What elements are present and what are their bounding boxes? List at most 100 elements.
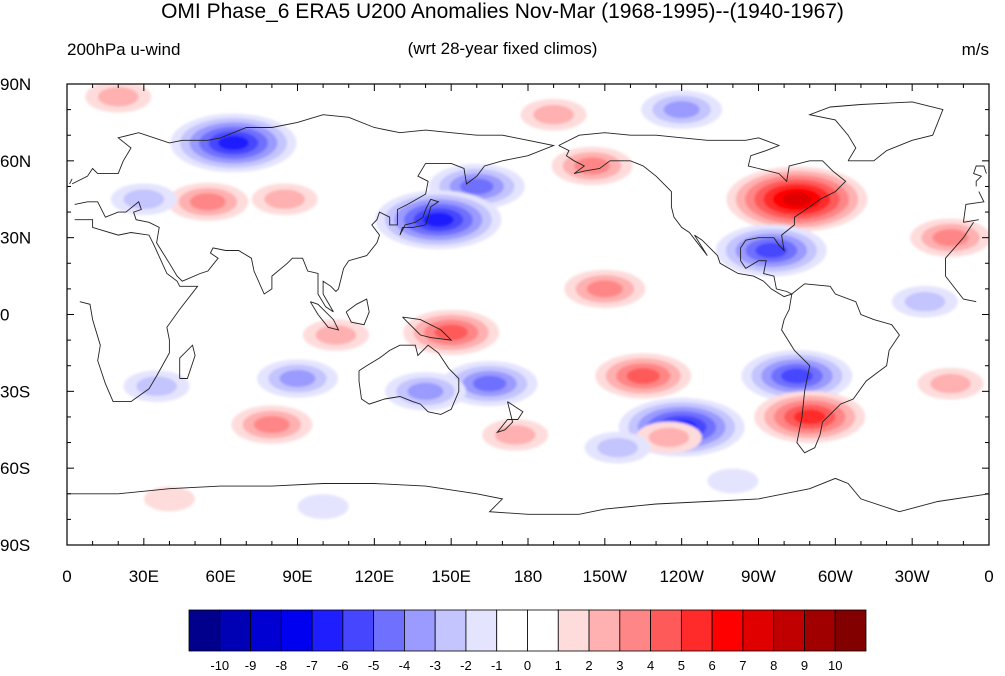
colorbar-swatch (680, 609, 713, 652)
coastline-japan (399, 198, 440, 236)
anomaly-contour-band (533, 105, 574, 125)
anomaly-center (231, 405, 313, 444)
anomaly-contour-band (626, 368, 660, 384)
colorbar-tick-label: 4 (647, 658, 654, 673)
colorbar-swatch (280, 609, 313, 652)
coastline-africa (945, 222, 974, 277)
colorbar: -10 -9 -8 -7 -6 -5 -4 -3 -2 -1 0 1 2 3 4 5 6 7 8 9 10 (188, 609, 867, 673)
colorbar-swatch (311, 609, 344, 652)
anomaly-center (441, 361, 538, 407)
anomaly-contour-band (423, 212, 454, 227)
anomaly-contour-band (782, 192, 812, 207)
colorbar-tick-label: 6 (709, 658, 716, 673)
anomaly-center (520, 98, 587, 131)
colorbar-tick-label: -6 (337, 658, 349, 673)
lat-tick-label: 90S (0, 536, 30, 555)
anomaly-contour-band (434, 324, 468, 341)
colorbar-tick-label: 2 (585, 658, 592, 673)
lon-tick-label: 60E (206, 567, 236, 586)
anomaly-contour-band (793, 409, 826, 425)
anomaly-center (302, 319, 369, 351)
coastlines (67, 101, 989, 515)
anomaly-center (715, 224, 827, 277)
colorbar-swatch (804, 609, 836, 652)
colorbar-tick-label: 5 (678, 658, 685, 673)
anomaly-center (85, 84, 152, 113)
colorbar-tick-label: 7 (739, 658, 746, 673)
colorbar-swatch (250, 609, 282, 652)
anomaly-center (257, 359, 338, 398)
coastline-eurasia (962, 191, 985, 223)
coastline-australia (358, 344, 460, 415)
anomaly-center (375, 190, 502, 250)
anomaly-center (641, 90, 723, 129)
colorbar-tick-label: -10 (210, 658, 229, 673)
anomaly-center (891, 285, 958, 318)
anomaly-center (251, 183, 318, 216)
coastline-africa (945, 275, 977, 303)
anomaly-center (741, 349, 853, 402)
anomaly-contour-band (218, 135, 249, 151)
colorbar-tick-label: 9 (801, 658, 808, 673)
colorbar-tick-label: 3 (616, 658, 623, 673)
lon-tick-label: 30E (129, 567, 159, 586)
lat-tick-label: 60N (0, 152, 31, 171)
anomaly-contour-band (97, 87, 139, 107)
lat-tick-label: 60S (0, 459, 30, 478)
colorbar-tick-label: -2 (460, 658, 472, 673)
coastline-uk (69, 178, 73, 185)
colorbar-swatch (619, 609, 651, 652)
anomaly-contour-band (904, 291, 946, 312)
axis-ticks: 0 30E 60E 90E 120E 150E 180 150W 120W 90W 60W 30W 0 9… (0, 75, 994, 586)
anomaly-contour-band (297, 494, 349, 519)
lat-tick-label: 30N (0, 229, 31, 248)
anomaly-contour-band (315, 325, 357, 345)
anomaly-center (551, 146, 633, 186)
anomaly-center (584, 431, 651, 464)
coastline-antarctica (67, 477, 989, 515)
lon-tick-label: 60W (818, 567, 853, 586)
coastline-greenland (808, 101, 944, 162)
anomaly-contour-band (143, 486, 195, 512)
colorbar-swatch (219, 609, 251, 652)
lat-tick-label: 0 (0, 306, 9, 325)
colorbar-swatch (496, 609, 528, 652)
anomaly-contour-band (707, 468, 759, 494)
lon-tick-label: 90E (282, 567, 312, 586)
colorbar-tick-label: -1 (491, 658, 503, 673)
colorbar-swatch (773, 609, 805, 652)
anomaly-center (297, 494, 349, 519)
anomaly-contour-band (264, 189, 306, 209)
colorbar-swatch (434, 609, 467, 652)
colorbar-tick-label: -4 (399, 658, 411, 673)
anomaly-center (564, 269, 646, 309)
anomaly-center (754, 390, 866, 443)
lon-tick-label: 120E (354, 567, 394, 586)
colorbar-swatch (373, 609, 405, 652)
lon-tick-label: 30W (895, 567, 930, 586)
anomaly-center (482, 419, 549, 451)
coastline-africa (74, 219, 199, 403)
anomaly-center (595, 353, 692, 399)
anomaly-contour-band (472, 375, 507, 392)
colorbar-swatch (650, 609, 682, 652)
anomaly-contour-band (648, 427, 690, 448)
anomaly-center (385, 372, 467, 411)
lon-tick-label: 120W (659, 567, 703, 586)
anomaly-center (635, 421, 702, 454)
lon-tick-label: 180 (514, 567, 542, 586)
anomaly-center (170, 113, 297, 173)
anomaly-contour-band (930, 373, 971, 394)
variable-label: 200hPa u-wind (67, 40, 181, 59)
colorbar-tick-label: -3 (429, 658, 441, 673)
coastline-uk (973, 165, 987, 187)
anomaly-center (910, 218, 989, 257)
reference-label: (wrt 28-year fixed climos) (407, 39, 598, 58)
anomaly-contour-band (279, 369, 316, 388)
anomaly-contour-band (574, 157, 611, 175)
coastline-eurasia (963, 219, 979, 223)
colorbar-swatch (588, 609, 621, 652)
anomaly-contour-band (586, 280, 623, 298)
coastline-eurasia (71, 114, 556, 313)
map-title: OMI Phase_6 ERA5 U200 Anomalies Nov-Mar … (161, 0, 844, 23)
